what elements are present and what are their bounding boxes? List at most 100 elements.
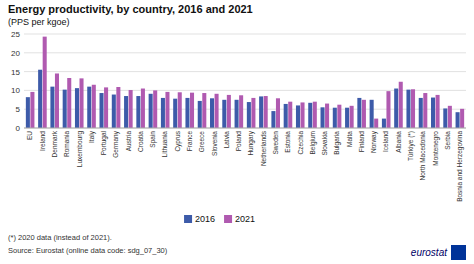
bar (406, 90, 410, 128)
x-tick-label: North Macedonia (419, 131, 426, 181)
bar (67, 78, 71, 128)
bar (423, 93, 427, 128)
bar (411, 89, 415, 128)
bar (357, 98, 361, 128)
bar (239, 95, 243, 128)
logo (451, 245, 466, 260)
bar (436, 95, 440, 128)
bar (301, 102, 305, 128)
x-tick-label: EU (26, 131, 33, 140)
bar (382, 119, 386, 128)
y-tick-label: 15 (11, 68, 20, 77)
bar (259, 96, 263, 128)
x-tick-label: Iceland (382, 131, 389, 152)
bar (26, 97, 30, 128)
bar (431, 98, 435, 128)
bar (345, 108, 349, 128)
grid (24, 34, 466, 128)
bar (202, 93, 206, 128)
bar (190, 93, 194, 128)
bar (264, 96, 268, 128)
bar (38, 70, 42, 128)
x-tick-label: Spain (149, 131, 157, 148)
bar (63, 90, 67, 128)
bar (350, 106, 354, 128)
title: Energy productivity, by country, 2016 an… (8, 3, 253, 15)
grid-line (24, 128, 466, 129)
footnote: (*) 2020 data (instead of 2021). (8, 233, 112, 242)
x-tick-label: Ireland (39, 131, 46, 151)
bar (276, 98, 280, 128)
bar (399, 82, 403, 128)
bar (149, 94, 153, 128)
bar (370, 100, 374, 128)
y-tick-label: 5 (16, 105, 21, 114)
x-tick-label: Italy (88, 130, 96, 143)
bar (284, 104, 288, 128)
legend-label: 2021 (235, 214, 255, 224)
x-tick-label: Slovenia (211, 131, 218, 156)
bar (198, 101, 202, 128)
bar (100, 93, 104, 128)
bar (112, 95, 116, 128)
legend-swatch (224, 215, 232, 223)
x-tick-label: Sweden (272, 131, 279, 155)
bar (210, 98, 214, 128)
legend-swatch (184, 215, 192, 223)
bar (165, 92, 169, 128)
grid-line (24, 34, 466, 35)
y-tick-label: 25 (11, 30, 20, 39)
bar (222, 100, 226, 128)
legend: 20162021 (184, 214, 255, 224)
bar (30, 92, 34, 128)
bar (185, 98, 189, 128)
x-tick-label: Romania (63, 131, 70, 157)
x-tick-label: Albania (395, 131, 402, 153)
bar (129, 90, 133, 128)
bar (296, 105, 300, 128)
bar (460, 109, 464, 128)
bar (153, 90, 157, 128)
bar (75, 88, 79, 128)
x-tick-label: Slovakia (321, 131, 328, 156)
x-tick-label: Czechia (297, 131, 304, 155)
branding: eurostat (411, 247, 448, 258)
x-tick-label: Finland (358, 131, 365, 153)
y-tick-label: 20 (11, 49, 20, 58)
bar (92, 85, 96, 128)
x-axis-line (24, 128, 466, 129)
bar (394, 89, 398, 128)
bar (448, 106, 452, 128)
bar (386, 91, 390, 128)
grid-line (24, 52, 466, 53)
bar (80, 78, 84, 128)
x-tick-label: Belgium (309, 131, 317, 154)
bar (124, 96, 128, 128)
bar (419, 98, 423, 128)
bar (313, 102, 317, 128)
x-tick-label: Cyprus (174, 130, 182, 151)
bar (325, 104, 329, 128)
bar (215, 94, 219, 128)
x-tick-label: Latvia (223, 131, 230, 149)
x-tick-label: Austria (125, 131, 132, 152)
x-tick-label: Estonia (284, 131, 291, 153)
x-tick-label: Poland (235, 131, 242, 152)
x-tick-label: Greece (198, 131, 205, 153)
x-tick-label: Croatia (137, 131, 144, 152)
x-tick-label: Montenegro (432, 131, 440, 166)
x-tick-label: Luxembourg (76, 131, 84, 168)
bar (271, 111, 275, 128)
x-tick-label: Norway (370, 130, 378, 153)
bar (55, 73, 59, 128)
bar (227, 95, 231, 128)
bar (235, 100, 239, 128)
bar (456, 112, 460, 128)
bar (87, 87, 91, 128)
bar (308, 103, 312, 128)
bar (104, 87, 108, 128)
x-tick-label: Lithuania (161, 131, 168, 158)
y-tick-label: 10 (11, 86, 20, 95)
bar (333, 108, 337, 128)
x-tick-label: Hungary (247, 130, 255, 155)
